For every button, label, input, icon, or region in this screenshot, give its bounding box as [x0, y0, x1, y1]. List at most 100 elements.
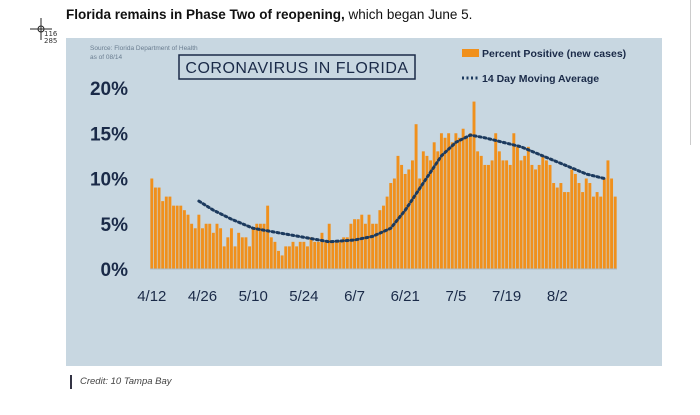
bar [519, 160, 523, 269]
bar [233, 246, 237, 270]
bar [258, 223, 262, 269]
bar [179, 205, 183, 269]
legend-label-bars: Percent Positive (new cases) [482, 48, 626, 60]
bar [581, 192, 585, 269]
bar [592, 196, 595, 269]
bar [182, 210, 186, 269]
bar [577, 183, 581, 269]
bar [382, 205, 385, 269]
bar [443, 137, 447, 269]
bar [175, 205, 179, 269]
x-tick-label: 6/21 [391, 288, 420, 305]
bar [327, 223, 331, 269]
source-line-1: Source: Florida Department of Health [90, 45, 198, 52]
bar [461, 128, 465, 269]
bar [526, 146, 530, 269]
bar [610, 178, 614, 269]
bar [251, 228, 255, 269]
legend: Percent Positive (new cases) 14 Day Movi… [462, 48, 626, 85]
bar [172, 205, 175, 269]
bar [280, 255, 284, 269]
bar [367, 214, 371, 269]
bar [573, 173, 577, 269]
bar [284, 246, 288, 270]
bar [595, 192, 599, 269]
bar [389, 183, 393, 269]
bar [429, 160, 433, 269]
edge-divider [690, 0, 700, 145]
bar [248, 246, 252, 270]
legend-swatch-bar [462, 49, 479, 57]
bar [331, 241, 335, 269]
bar [374, 223, 378, 269]
bar [273, 241, 277, 269]
bar [588, 183, 592, 269]
legend-label-average: 14 Day Moving Average [482, 73, 599, 85]
bar [324, 241, 328, 269]
cursor-x: 116 [44, 30, 58, 38]
bar [490, 160, 494, 269]
bar [302, 241, 306, 269]
bar [244, 237, 248, 269]
bar [497, 151, 501, 269]
bar [150, 178, 154, 269]
bar [472, 101, 476, 269]
bar [505, 160, 509, 269]
bar [606, 160, 610, 269]
bar [544, 160, 548, 269]
bar-series [150, 101, 617, 270]
chart-panel: Source: Florida Department of Health as … [66, 38, 662, 366]
bar [342, 237, 346, 269]
credit-text: Credit: 10 Tampa Bay [80, 376, 172, 387]
bar [360, 214, 364, 269]
crosshair-cursor-icon [30, 18, 52, 40]
cursor-coordinates: 116 285 [44, 31, 57, 45]
y-tick-label: 10% [90, 170, 128, 191]
bar [523, 155, 527, 270]
x-tick-label: 8/2 [547, 288, 568, 305]
bar [356, 219, 360, 269]
bar [161, 201, 165, 270]
bar [439, 133, 443, 269]
y-tick-label: 20% [90, 79, 128, 100]
x-tick-label: 5/24 [289, 288, 318, 305]
credit-divider [70, 375, 72, 389]
bar [164, 196, 168, 269]
bar [197, 214, 201, 269]
moving-average-line [197, 133, 606, 244]
cursor-y: 285 [44, 37, 58, 45]
bar [479, 155, 483, 270]
bar [454, 133, 458, 269]
bar [363, 223, 367, 269]
x-axis-labels: 4/12 4/26 5/10 5/24 6/7 6/21 7/5 7/19 8/2 [137, 288, 568, 305]
bar [371, 223, 375, 269]
bar [291, 241, 295, 269]
bar [298, 241, 302, 269]
bar [157, 187, 161, 269]
bar [537, 164, 541, 269]
x-tick-label: 5/10 [239, 288, 268, 305]
y-tick-label: 5% [101, 215, 129, 236]
headline-rest: which began June 5. [344, 7, 473, 22]
y-tick-label: 0% [101, 260, 129, 281]
bar [334, 241, 338, 269]
bar [418, 178, 422, 269]
y-axis-labels: 0% 5% 10% 15% 20% [90, 79, 128, 281]
bar [483, 164, 487, 269]
bar [421, 151, 425, 269]
bar [566, 192, 570, 269]
bar [193, 228, 197, 269]
bar [208, 223, 212, 269]
bar [458, 137, 461, 269]
bar [450, 142, 454, 269]
bar [407, 169, 411, 269]
bar [602, 178, 606, 269]
bar [313, 241, 317, 269]
bar [378, 210, 382, 269]
bar [411, 160, 414, 269]
bar [414, 124, 418, 269]
bar [287, 246, 291, 270]
bar [599, 196, 603, 269]
bar [465, 137, 469, 269]
bar [266, 205, 270, 269]
